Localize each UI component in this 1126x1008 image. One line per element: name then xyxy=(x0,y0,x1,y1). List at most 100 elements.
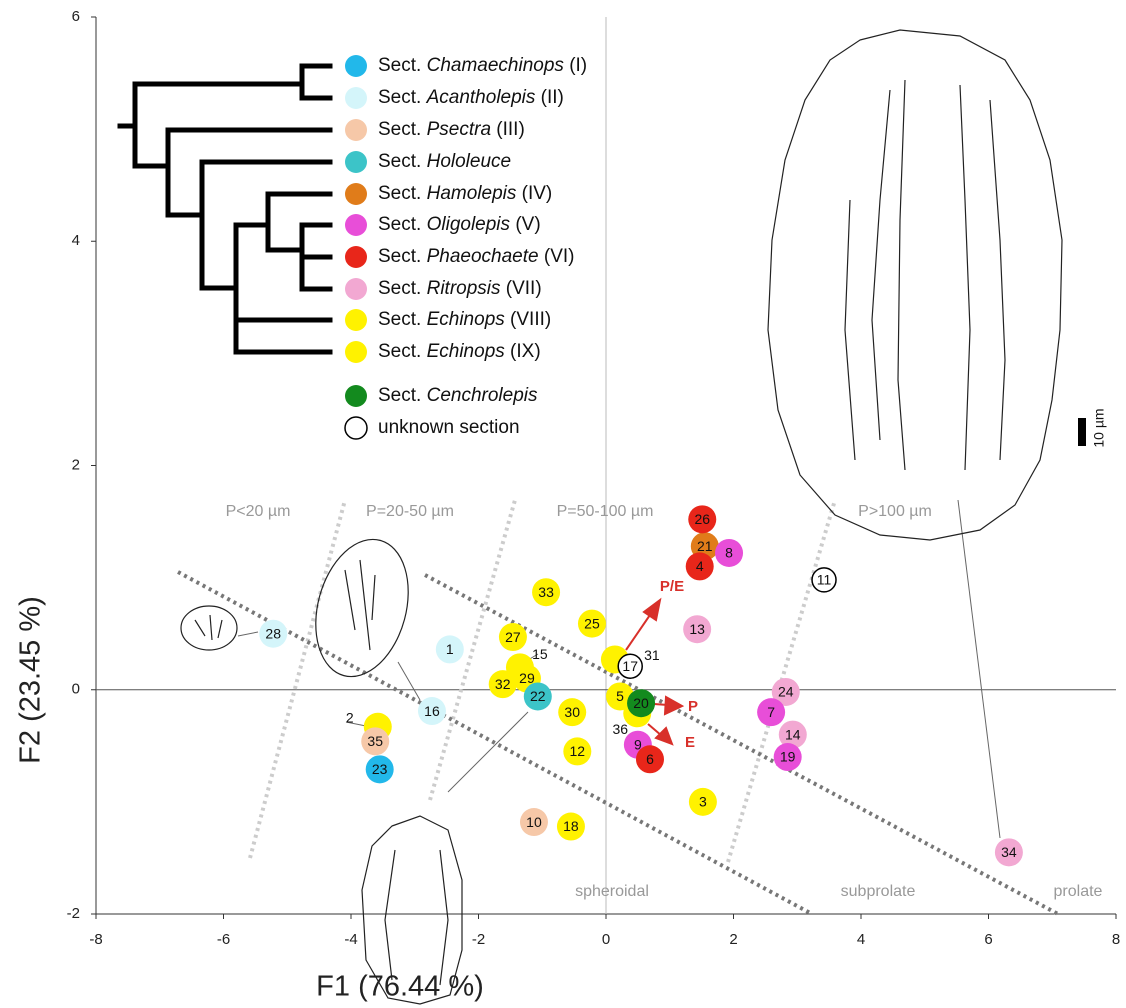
legend-swatch xyxy=(345,341,367,363)
point-label: 3 xyxy=(699,794,707,810)
legend-swatch xyxy=(345,87,367,109)
legend-swatch xyxy=(345,278,367,300)
point-label: 1 xyxy=(446,641,454,657)
point-label: 20 xyxy=(633,695,649,711)
legend-entry: Sect. Echinops (IX) xyxy=(378,341,541,362)
y-axis-label: F2 (23.45 %) xyxy=(15,596,47,764)
legend-prefix: Sect. xyxy=(378,214,421,235)
point-label: 31 xyxy=(644,647,660,663)
legend-suffix: (II) xyxy=(541,87,564,108)
x-tick-label: 0 xyxy=(602,931,610,948)
legend-name: unknown section xyxy=(378,417,520,438)
legend-prefix: Sect. xyxy=(378,278,421,299)
x-tick-label: 2 xyxy=(729,931,737,948)
legend-name: Oligolepis xyxy=(427,214,511,235)
point-label: 19 xyxy=(780,749,796,765)
scale-bar xyxy=(1078,418,1086,446)
point-label: 32 xyxy=(495,676,511,692)
legend-swatch xyxy=(345,183,367,205)
point-label: 10 xyxy=(526,814,542,830)
point-label: 23 xyxy=(372,761,388,777)
legend-name: Chamaechinops xyxy=(427,55,565,76)
point-label: 11 xyxy=(817,572,832,588)
legend-prefix: Sect. xyxy=(378,55,421,76)
x-axis-label: F1 (76.44 %) xyxy=(316,971,484,1003)
point-label: 28 xyxy=(265,625,281,641)
legend-prefix: Sect. xyxy=(378,151,421,172)
point-label: 30 xyxy=(564,704,580,720)
point-label: 27 xyxy=(505,629,521,645)
legend-entry: unknown section xyxy=(378,417,520,438)
point-label: 17 xyxy=(622,658,638,674)
legend-name: Psectra xyxy=(427,119,491,140)
legend-entry: Sect. Chamaechinops (I) xyxy=(378,55,587,76)
legend-prefix: Sect. xyxy=(378,119,421,140)
point-label: 26 xyxy=(694,511,710,527)
point-label: 6 xyxy=(646,751,654,767)
legend-entry: Sect. Psectra (III) xyxy=(378,119,525,140)
legend-name: Echinops xyxy=(427,309,506,330)
point-label: 12 xyxy=(570,743,586,759)
legend-suffix: (VIII) xyxy=(510,309,551,330)
legend-name: Hololeuce xyxy=(427,151,512,172)
annotation: 10 µm xyxy=(1091,408,1107,447)
legend-suffix: (III) xyxy=(496,119,525,140)
legend-entry: Sect. Oligolepis (V) xyxy=(378,214,541,235)
legend-swatch xyxy=(345,214,367,236)
shape-lines xyxy=(178,572,1058,914)
legend-name: Hamolepis xyxy=(427,183,517,204)
annotation: E xyxy=(685,734,695,751)
legend-suffix: (VI) xyxy=(544,246,575,267)
y-tick-label: 0 xyxy=(72,681,80,698)
legend-name: Echinops xyxy=(427,341,506,362)
point-label: 7 xyxy=(767,704,775,720)
point-label: 25 xyxy=(584,615,600,631)
annotation: P<20 µm xyxy=(226,503,291,520)
legend-prefix: Sect. xyxy=(378,87,421,108)
annotation: subprolate xyxy=(841,883,916,900)
y-tick-label: 2 xyxy=(72,456,80,473)
legend-suffix: (I) xyxy=(569,55,587,76)
zone-lines xyxy=(250,500,835,862)
legend-entry: Sect. Echinops (VIII) xyxy=(378,309,551,330)
legend-entry: Sect. Hamolepis (IV) xyxy=(378,183,552,204)
point-label: 2 xyxy=(346,709,354,725)
point-label: 24 xyxy=(778,684,794,700)
point-label: 14 xyxy=(785,726,801,742)
chart: -8-6-4-202468-20246P<20 µmP=20-50 µmP=50… xyxy=(0,0,1126,1008)
y-tick-label: 6 xyxy=(72,8,80,25)
y-tick-label: -2 xyxy=(67,905,80,922)
legend-prefix: Sect. xyxy=(378,309,421,330)
annotation: P xyxy=(688,698,698,715)
point-label: 18 xyxy=(563,818,579,834)
annotation: P=50-100 µm xyxy=(557,503,654,520)
legend-entry: Sect. Hololeuce xyxy=(378,151,511,172)
point-label: 5 xyxy=(616,688,624,704)
legend-suffix: (VII) xyxy=(506,278,542,299)
legend-prefix: Sect. xyxy=(378,183,421,204)
point-label: 13 xyxy=(689,621,705,637)
point-label: 36 xyxy=(612,721,628,737)
annotation: P/E xyxy=(660,578,684,595)
legend-name: Cenchrolepis xyxy=(427,385,538,406)
legend-swatch xyxy=(345,55,367,77)
x-tick-label: 4 xyxy=(857,931,865,948)
x-tick-label: -2 xyxy=(472,931,485,948)
legend-suffix: (V) xyxy=(515,214,540,235)
point-label: 34 xyxy=(1001,844,1017,860)
point-label: 33 xyxy=(538,584,554,600)
point-label: 22 xyxy=(530,688,546,704)
legend-name: Phaeochaete xyxy=(427,246,539,267)
legend-entry: Sect. Ritropsis (VII) xyxy=(378,278,542,299)
y-tick-label: 4 xyxy=(72,232,80,249)
annotation: P>100 µm xyxy=(858,503,932,520)
x-tick-label: -4 xyxy=(344,931,357,948)
legend-prefix: Sect. xyxy=(378,246,421,267)
legend-entry: Sect. Cenchrolepis xyxy=(378,385,538,406)
legend-swatch xyxy=(345,246,367,268)
legend-swatch xyxy=(345,119,367,141)
point-label: 35 xyxy=(367,733,383,749)
point-label: 16 xyxy=(424,703,440,719)
legend-suffix: (IV) xyxy=(522,183,553,204)
dendrogram xyxy=(120,66,330,352)
